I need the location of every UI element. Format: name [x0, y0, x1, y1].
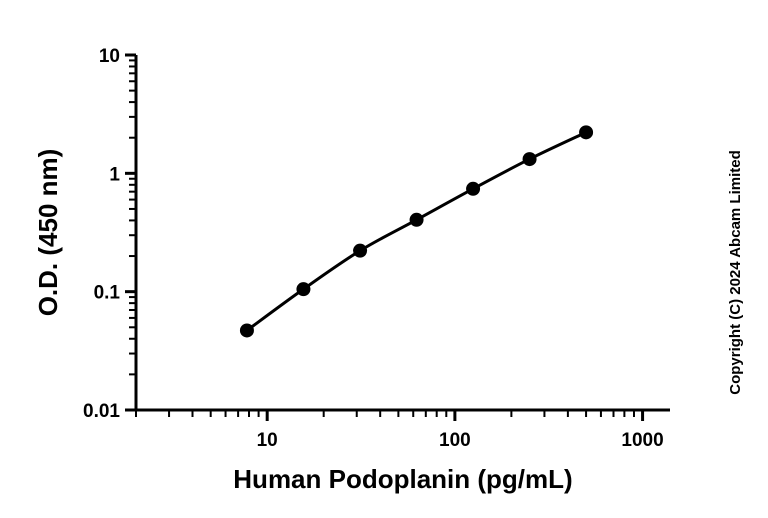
data-point	[409, 212, 424, 227]
y-tick-label: 0.1	[94, 283, 121, 304]
y-tick-label: 1	[109, 164, 120, 185]
x-axis-title: Human Podoplanin (pg/mL)	[233, 464, 572, 494]
y-tick-label: 10	[99, 46, 120, 67]
data-point	[466, 181, 481, 196]
data-point	[353, 243, 368, 258]
y-tick-label: 0.01	[83, 401, 120, 422]
data-point	[579, 125, 594, 140]
copyright-notice: Copyright (C) 2024 Abcam Limited	[727, 150, 744, 394]
y-axis-ticks: 0.01 0.1 1 10	[83, 46, 136, 422]
data-point	[522, 152, 537, 167]
y-axis-title: O.D. (450 nm)	[33, 149, 63, 317]
data-point	[296, 282, 311, 297]
x-tick-label: 10	[257, 430, 278, 451]
x-tick-label: 1000	[621, 430, 663, 451]
data-point	[239, 323, 254, 338]
x-axis-ticks: 10 100 1000	[135, 410, 664, 451]
x-tick-label: 100	[439, 430, 471, 451]
data-points	[239, 125, 594, 338]
